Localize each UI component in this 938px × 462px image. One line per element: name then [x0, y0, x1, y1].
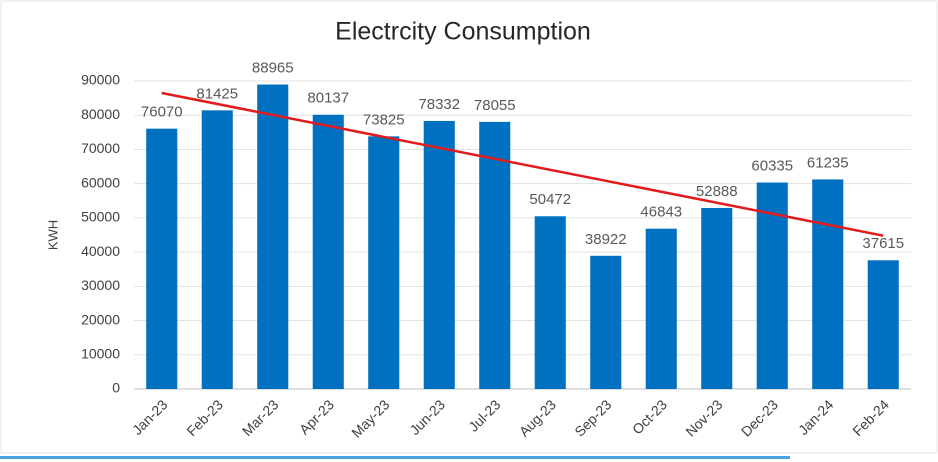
value-label: 60335: [751, 157, 793, 174]
bar: [590, 255, 622, 389]
bar: [479, 121, 511, 389]
bar: [812, 179, 844, 389]
value-label: 38922: [585, 231, 627, 248]
value-label: 46843: [640, 204, 682, 221]
bar: [146, 128, 178, 389]
bar: [423, 120, 455, 390]
bar: [701, 208, 733, 389]
bar: [257, 84, 289, 390]
trendline: [161, 91, 884, 237]
value-label: 78055: [474, 97, 516, 114]
value-label: 88965: [252, 60, 294, 77]
bar: [645, 228, 677, 389]
y-tick-label: 30000: [81, 277, 120, 293]
y-axis-label: KWH: [45, 220, 60, 250]
y-tick-label: 80000: [81, 106, 120, 122]
value-label: 76070: [141, 104, 183, 121]
y-tick-label: 40000: [81, 243, 120, 259]
bar: [368, 136, 400, 389]
bar: [312, 114, 344, 389]
value-label: 78332: [418, 96, 460, 113]
bottom-strip: [0, 456, 790, 459]
bar: [201, 110, 233, 390]
value-label: 81425: [196, 85, 238, 102]
value-label: 80137: [307, 90, 349, 107]
y-tick-label: 10000: [81, 345, 120, 361]
y-tick-label: 0: [112, 380, 120, 396]
bar: [534, 216, 566, 389]
y-tick-label: 50000: [81, 209, 120, 225]
value-label: 61235: [807, 154, 849, 171]
value-label: 37615: [862, 235, 904, 252]
value-label: 73825: [363, 111, 405, 128]
y-tick-label: 70000: [81, 140, 120, 156]
value-label: 52888: [696, 183, 738, 200]
bar: [867, 260, 899, 389]
y-tick-label: 60000: [81, 174, 120, 190]
value-label: 50472: [529, 191, 571, 208]
y-tick-label: 20000: [81, 311, 120, 327]
y-tick-label: 90000: [81, 72, 120, 88]
chart-title: Electrcity Consumption: [335, 18, 591, 46]
